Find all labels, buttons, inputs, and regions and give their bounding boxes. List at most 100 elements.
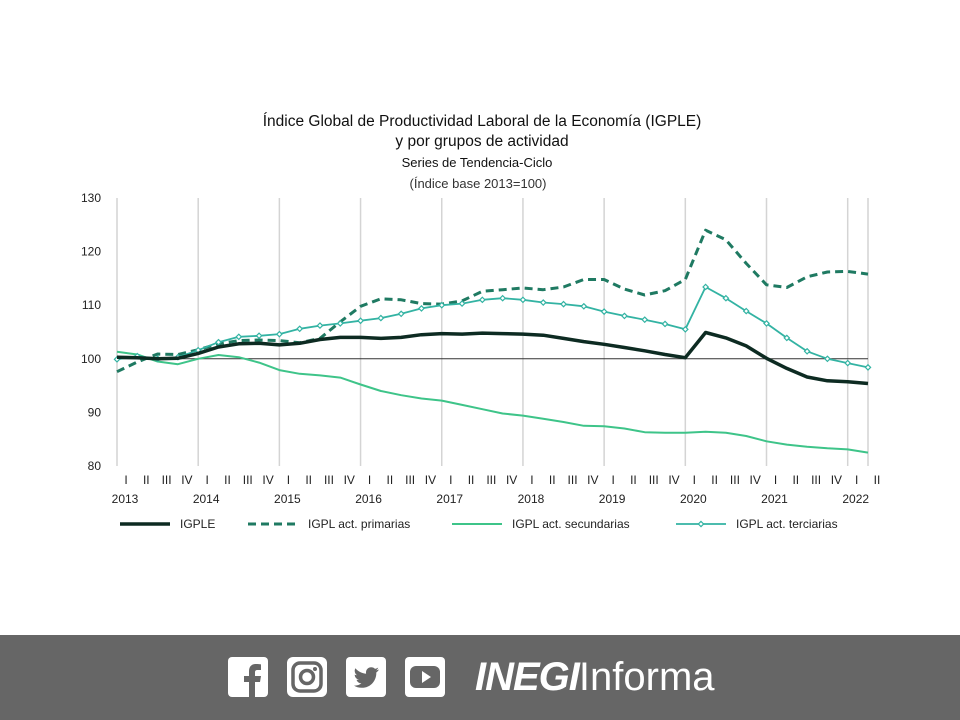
series-line-3 <box>116 286 869 369</box>
footer-bar: INEGIInforma <box>0 635 960 720</box>
brand-inegi: INEGI <box>475 655 580 699</box>
x-tick-quarter: I <box>693 473 696 487</box>
x-tick-quarter: II <box>143 473 150 487</box>
x-tick-quarter: III <box>243 473 253 487</box>
x-tick-quarter: III <box>486 473 496 487</box>
series-layer <box>113 228 872 454</box>
legend-label-1: IGPL act. primarias <box>308 517 410 531</box>
x-tick-quarter: II <box>711 473 718 487</box>
y-tick-label: 90 <box>88 405 102 419</box>
series-marker-3 <box>235 333 243 341</box>
series-marker-3 <box>519 296 527 304</box>
x-tick-quarter: I <box>611 473 614 487</box>
legend-label-2: IGPL act. secundarias <box>512 517 630 531</box>
chart-title: Índice Global de Productividad Laboral d… <box>263 113 702 130</box>
x-tick-year: 2021 <box>761 492 788 506</box>
series-line-2 <box>116 350 869 454</box>
x-tick-quarter: III <box>811 473 821 487</box>
x-tick-year: 2022 <box>842 492 869 506</box>
x-tick-quarter: IV <box>506 473 517 487</box>
x-tick-quarter: IV <box>344 473 355 487</box>
x-tick-quarter: IV <box>425 473 436 487</box>
legend-label-0: IGPLE <box>180 517 215 531</box>
series-marker-3 <box>803 347 811 355</box>
inegi-informa-logo: INEGIInforma <box>475 649 715 705</box>
x-tick-year: 2016 <box>355 492 382 506</box>
x-tick-quarter: I <box>124 473 127 487</box>
chart-title-line2: y por grupos de actividad <box>395 133 568 150</box>
legend: IGPLE IGPL act. primarias IGPL act. secund… <box>120 517 838 531</box>
instagram-icon[interactable] <box>287 657 327 697</box>
x-tick-year: 2018 <box>518 492 545 506</box>
x-tick-year: 2019 <box>599 492 626 506</box>
chart-subtitle: Series de Tendencia-Ciclo <box>402 155 553 170</box>
x-tick-quarter: IV <box>831 473 842 487</box>
y-tick-label: 120 <box>81 245 101 259</box>
series-marker-3 <box>641 316 649 324</box>
x-tick-quarter: III <box>730 473 740 487</box>
youtube-icon[interactable] <box>405 657 445 697</box>
series-marker-3 <box>336 319 344 327</box>
series-marker-3 <box>560 300 567 308</box>
x-tick-year: 2017 <box>436 492 463 506</box>
series-marker-3 <box>316 322 324 330</box>
x-tick-quarter: III <box>405 473 415 487</box>
series-marker-3 <box>661 320 669 328</box>
x-tick-quarter: II <box>874 473 881 487</box>
x-tick-quarter: II <box>387 473 394 487</box>
x-tick-quarter: II <box>305 473 312 487</box>
x-tick-quarter: I <box>368 473 371 487</box>
x-tick-year: 2014 <box>193 492 220 506</box>
x-tick-quarter: II <box>549 473 556 487</box>
x-tick-year: 2015 <box>274 492 301 506</box>
x-tick-quarter: II <box>792 473 799 487</box>
series-line-1 <box>116 228 869 374</box>
y-tick-label: 80 <box>88 459 102 473</box>
x-tick-quarter: I <box>449 473 452 487</box>
series-marker-3 <box>397 310 405 318</box>
y-axis-labels: 80 90 100 110 120 130 <box>81 191 101 473</box>
series-marker-3 <box>823 355 831 363</box>
chart: Índice Global de Productividad Laboral d… <box>81 113 881 531</box>
x-tick-quarter: IV <box>262 473 273 487</box>
x-tick-quarter: IV <box>668 473 679 487</box>
series-marker-3 <box>539 299 547 306</box>
x-tick-quarter: II <box>468 473 475 487</box>
x-tick-year: 2020 <box>680 492 707 506</box>
x-tick-quarter: IV <box>750 473 761 487</box>
series-marker-3 <box>418 304 425 312</box>
series-marker-3 <box>844 359 852 367</box>
series-marker-3 <box>620 312 628 320</box>
series-marker-3 <box>702 283 710 291</box>
legend-marker-3 <box>697 520 705 528</box>
x-tick-quarter: III <box>649 473 659 487</box>
series-marker-3 <box>499 294 507 302</box>
y-tick-label: 100 <box>81 352 101 366</box>
x-tick-quarter: II <box>630 473 637 487</box>
series-marker-3 <box>600 308 608 316</box>
series-marker-3 <box>722 294 730 302</box>
series-marker-3 <box>215 338 222 346</box>
x-tick-quarter: II <box>224 473 231 487</box>
x-axis: I II III IV I II III IV I II III IV I II III IV I II III IV… <box>112 473 881 506</box>
series-marker-3 <box>255 332 263 340</box>
x-tick-quarter: I <box>206 473 209 487</box>
x-tick-year: 2013 <box>112 492 139 506</box>
y-tick-label: 130 <box>81 191 101 205</box>
series-marker-3 <box>458 300 466 308</box>
series-line-0 <box>116 330 869 386</box>
series-marker-3 <box>478 296 486 304</box>
x-tick-quarter: III <box>324 473 334 487</box>
series-marker-3 <box>681 325 689 333</box>
x-tick-quarter: I <box>530 473 533 487</box>
twitter-icon[interactable] <box>346 657 386 697</box>
series-marker-3 <box>864 363 872 371</box>
series-marker-3 <box>296 325 304 333</box>
series-marker-3 <box>438 301 446 309</box>
series-marker-3 <box>742 307 750 315</box>
x-tick-quarter: I <box>287 473 290 487</box>
legend-label-3: IGPL act. terciarias <box>736 517 838 531</box>
x-tick-quarter: III <box>162 473 172 487</box>
facebook-icon[interactable] <box>228 657 268 697</box>
series-marker-3 <box>377 314 385 322</box>
